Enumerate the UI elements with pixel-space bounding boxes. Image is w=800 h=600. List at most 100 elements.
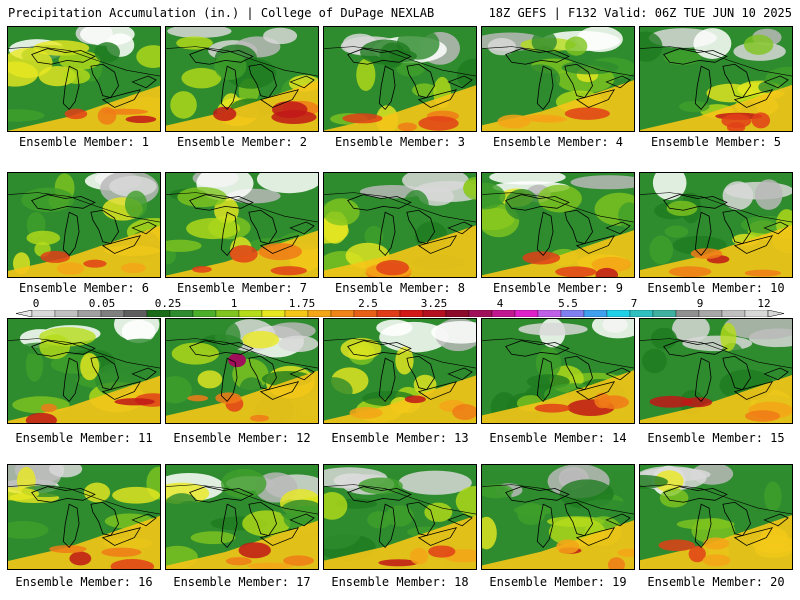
colorbar-swatch [238,310,263,317]
ensemble-map-1 [7,26,161,132]
colorbar-max-arrow [767,310,784,317]
colorbar-swatch [468,310,493,317]
precip-region [456,58,476,92]
colorbar-swatch [491,310,516,317]
colorbar-tick-label: 4 [496,297,504,310]
precip-region [659,488,689,508]
ensemble-map-9 [481,172,635,278]
precip-region [176,36,213,50]
colorbar-swatch [100,310,125,317]
lake-outline [62,211,80,257]
colorbar-tick-label: 9 [696,297,704,310]
heavy-precip-band [8,85,160,131]
dry-region [672,319,710,343]
lake-outline [605,367,631,381]
lake-outline [62,503,80,549]
colorbar-tick-label: 12 [757,297,771,310]
lake-outline [62,357,80,403]
ensemble-map-4 [481,26,635,132]
lake-outline [663,340,728,357]
dry-region [518,322,588,336]
precip-region [649,235,674,265]
lake-outline [663,194,728,211]
colorbar-swatch [261,310,286,317]
lake-outline [536,65,554,111]
lake-outline [289,75,315,89]
lake-outline [605,75,631,89]
dry-region [278,335,318,353]
max-precip-core [238,542,271,559]
max-precip-core [556,539,580,554]
colorbar-tick-label: 1.75 [288,297,316,310]
ensemble-member-label: Ensemble Member: 17 [173,575,311,589]
precip-region [482,341,500,357]
lake-outline [733,527,774,546]
lake-outline [378,211,396,257]
lake-outline [575,527,616,546]
colorbar-swatch [307,310,332,317]
lake-outline [31,340,96,357]
lake-outline [733,89,774,108]
precip-region [214,52,247,80]
precip-region [720,322,737,352]
lake-outline [763,367,789,381]
precip-region [8,487,40,501]
ensemble-member-label: Ensemble Member: 16 [15,575,153,589]
colorbar-swatch [215,310,240,317]
map-title: Precipitation Accumulation (in.) | Colle… [8,6,435,20]
lake-outline [378,357,396,403]
max-precip-core [595,267,619,277]
lake-outline [131,221,157,235]
ensemble-map-5 [639,26,793,132]
colorbar-swatch [353,310,378,317]
dry-region [431,321,476,344]
precip-region [21,187,75,213]
precip-region [197,370,223,389]
lake-outline [31,48,96,65]
precip-region [663,50,702,66]
lake-outline [575,235,616,254]
dry-region [263,27,298,45]
max-precip-core [688,545,706,563]
max-precip-core [409,548,429,565]
max-precip-core [564,107,610,120]
lake-outline [347,48,412,65]
border-line [324,192,476,223]
lake-outline [220,211,238,257]
max-precip-core [40,250,71,263]
max-precip-core [215,392,242,404]
dry-region [398,470,472,495]
precip-region [8,520,49,539]
lake-outline [663,48,728,65]
precip-region [640,31,663,62]
max-precip-core [591,256,632,273]
dry-region [754,179,783,210]
lake-outline [417,527,458,546]
ensemble-map-3 [323,26,477,132]
colorbar-swatch [652,310,677,317]
max-precip-core [703,537,730,550]
max-precip-core [229,245,258,263]
precip-region [764,481,782,512]
precip-region [519,64,561,95]
precip-region [535,347,562,379]
ensemble-member-label: Ensemble Member: 2 [176,135,308,149]
ensemble-member-label: Ensemble Member: 5 [650,135,782,149]
max-precip-core [101,547,142,557]
border-line [166,338,318,369]
ensemble-map-13 [323,318,477,424]
precip-region [214,197,239,224]
max-precip-core [404,395,426,404]
ensemble-member-label: Ensemble Member: 4 [492,135,624,149]
colorbar-swatch [698,310,723,317]
max-precip-core [726,122,746,131]
ensemble-member-label: Ensemble Member: 9 [492,281,624,295]
precip-region [455,486,476,517]
precip-region [170,91,197,119]
colorbar-swatch [54,310,79,317]
max-precip-core [397,122,417,131]
border-line [8,46,160,77]
heavy-precip-band [8,375,160,423]
precip-region [482,182,506,210]
precip-region [403,189,429,222]
